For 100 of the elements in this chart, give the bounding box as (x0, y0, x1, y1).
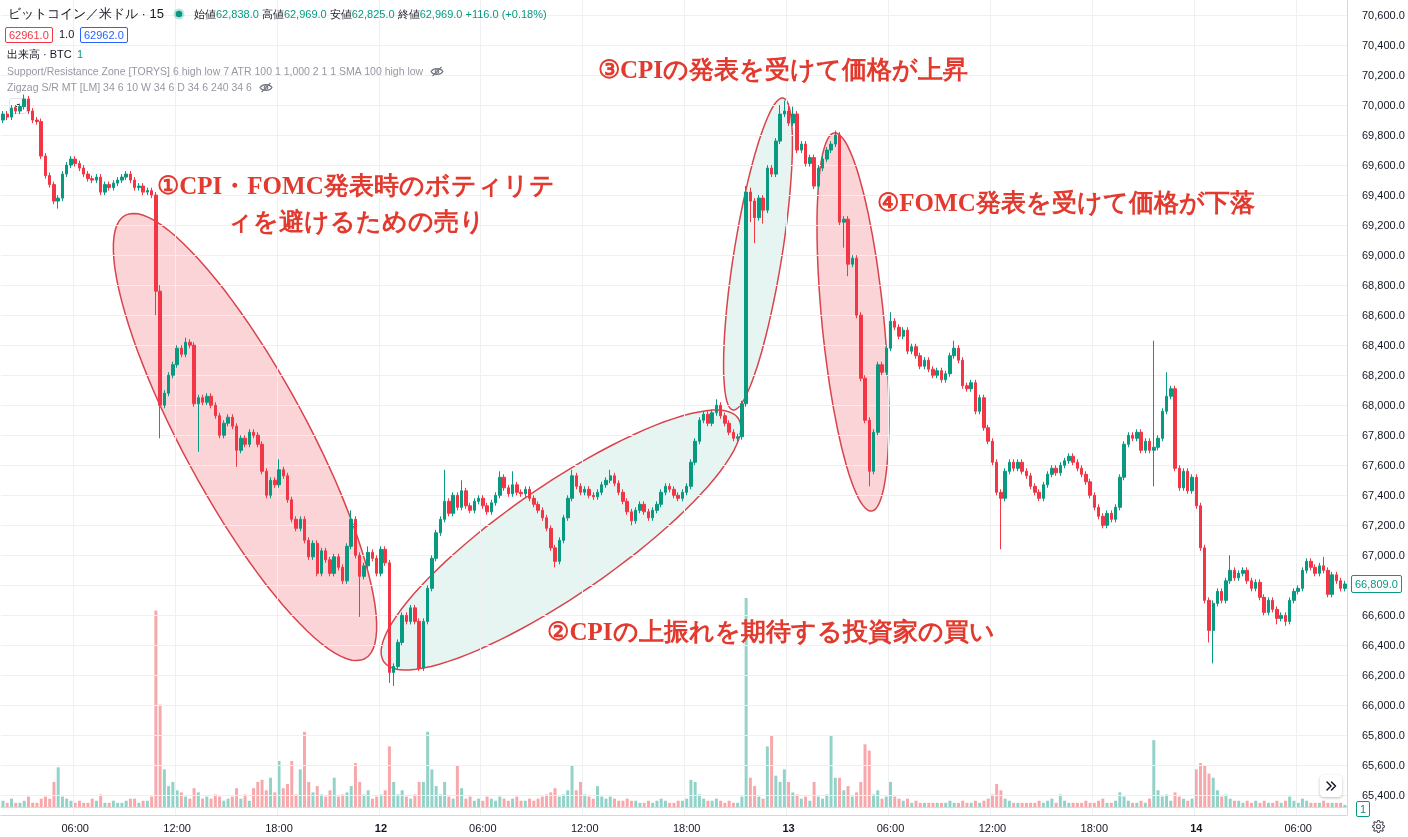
bar (1139, 800, 1143, 807)
bar (375, 796, 379, 807)
bar (757, 796, 761, 807)
bar (922, 802, 926, 807)
candlestick (112, 179, 115, 192)
bar (973, 800, 977, 807)
bar (1322, 800, 1326, 807)
bar (901, 800, 905, 807)
bar (1271, 802, 1275, 807)
y-tick-label: 68,000.0 (1362, 399, 1405, 412)
bar (184, 796, 188, 807)
x-tick-label: 18:00 (265, 821, 293, 834)
candlestick (1186, 467, 1189, 495)
bar (1165, 794, 1169, 807)
bar (655, 800, 659, 807)
candlestick (808, 154, 812, 168)
x-tick-label: 06:00 (1284, 821, 1312, 834)
bar (188, 798, 192, 807)
bar (1224, 794, 1228, 807)
bar (107, 802, 111, 807)
bar (133, 798, 137, 807)
bar (961, 800, 965, 807)
candlestick (451, 491, 455, 517)
bar (948, 800, 952, 807)
bar (192, 788, 196, 807)
bar (298, 769, 302, 807)
bar (332, 777, 336, 807)
bar (583, 794, 587, 807)
bar (111, 800, 115, 807)
bar (128, 798, 132, 807)
bar (1101, 798, 1105, 807)
bar (1033, 802, 1037, 807)
bar (222, 800, 226, 807)
candlestick (103, 181, 107, 196)
bar (10, 798, 13, 807)
y-tick-label: 68,200.0 (1362, 369, 1405, 382)
candlestick (1012, 458, 1015, 472)
candlestick (379, 545, 383, 577)
candlestick (1067, 452, 1071, 465)
candlestick (447, 497, 451, 517)
bar (1046, 800, 1050, 807)
bar (680, 800, 684, 807)
candlestick (838, 131, 841, 226)
bar (443, 781, 447, 807)
candlestick (791, 106, 795, 127)
bar (485, 796, 489, 807)
bar (320, 794, 323, 807)
candlestick (910, 343, 913, 355)
bar (638, 802, 642, 807)
candlestick (761, 194, 765, 225)
candlestick (706, 410, 710, 427)
bar (158, 704, 162, 807)
bar (795, 794, 799, 807)
annotation: 62961.0 (5, 27, 53, 43)
y-tick-label: 70,200.0 (1362, 69, 1405, 82)
candlestick (10, 104, 13, 121)
bar (663, 800, 667, 807)
bar (672, 802, 676, 807)
bar (1092, 802, 1096, 807)
bar (404, 796, 408, 807)
bar (872, 794, 876, 807)
bar (918, 802, 922, 807)
candlestick (1020, 458, 1024, 475)
candlestick (311, 539, 315, 561)
bar (455, 765, 459, 807)
bar (791, 792, 795, 807)
bar (387, 746, 391, 807)
bar (893, 796, 897, 807)
candlestick (770, 164, 773, 178)
bar (235, 788, 239, 807)
bar (523, 800, 527, 807)
candlestick (201, 394, 204, 406)
candlestick (269, 476, 272, 499)
bar (545, 794, 549, 807)
bar (821, 798, 825, 807)
candlestick (923, 356, 926, 370)
bar (1305, 800, 1309, 807)
candlestick (1016, 458, 1020, 472)
bar (927, 802, 931, 807)
bar (477, 798, 481, 807)
candlestick (1241, 566, 1245, 577)
bar (243, 794, 247, 807)
bar (1037, 800, 1041, 807)
bar (812, 781, 816, 807)
candlestick (137, 182, 141, 192)
y-tick-label: 66,200.0 (1362, 669, 1405, 682)
candlestick (846, 215, 850, 277)
bar (349, 786, 353, 807)
bar (52, 781, 56, 807)
bar (511, 798, 515, 807)
bar (646, 800, 650, 807)
bar (761, 798, 765, 807)
bar (651, 802, 655, 807)
annotation: Support/Resistance Zone [TORYS] 6 high low 7 ATR 100 1 1,000 2 1 1 SMA 100 high low (7, 64, 424, 79)
bar (1067, 802, 1071, 807)
bar (472, 800, 476, 807)
bar (808, 800, 812, 807)
bar (213, 794, 217, 807)
bar (218, 796, 222, 807)
candlestick (1190, 473, 1194, 495)
